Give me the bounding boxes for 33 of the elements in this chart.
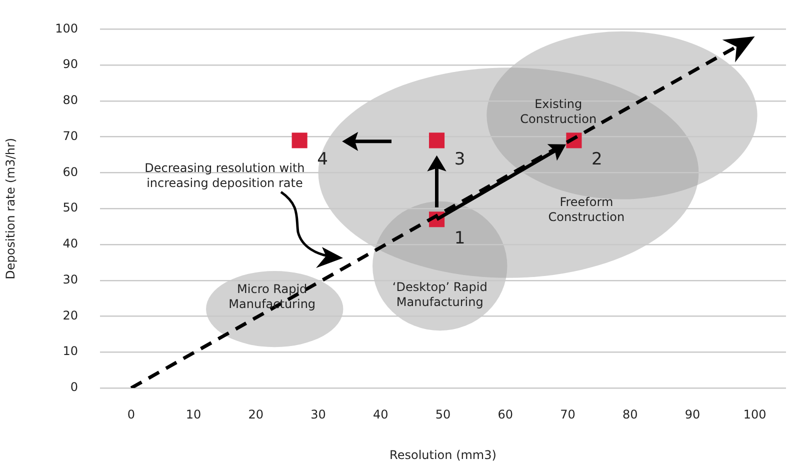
annotation: Freeform Construction [547, 195, 626, 226]
y-tick-label: 50 [62, 200, 78, 215]
y-tick-label: 20 [62, 308, 78, 322]
x-tick-label: 50 [435, 407, 451, 422]
annotation: 2 [592, 150, 602, 170]
annotation: 1 [454, 228, 466, 249]
y-tick-label: 10 [62, 344, 78, 358]
x-tick-label: 80 [622, 407, 638, 422]
x-tick-label: 40 [372, 407, 388, 422]
y-tick-label: 30 [62, 272, 78, 286]
y-tick-label: 0 [70, 380, 78, 394]
x-tick-label: 90 [684, 407, 700, 422]
x-tick-label: 60 [498, 407, 514, 422]
x-axis-title: Resolution (mm3) [390, 448, 496, 462]
x-tick-label: 20 [248, 407, 264, 422]
annotation: Micro Rapid Manufacturing [228, 282, 317, 312]
annotation: 3 [454, 150, 466, 170]
y-tick-label: 70 [62, 128, 78, 143]
y-tick-label: 40 [62, 236, 78, 251]
y-axis-title: Deposition rate (m3/hr) [3, 138, 18, 280]
x-tick-label: 0 [127, 407, 135, 422]
y-tick-label: 90 [62, 57, 78, 72]
x-tick-label: 30 [310, 407, 326, 422]
y-tick-label: 100 [55, 21, 78, 36]
x-tick-label: 10 [186, 407, 202, 422]
x-tick-label: 100 [743, 407, 766, 422]
y-tick-label: 80 [62, 93, 78, 108]
x-tick-label: 70 [560, 407, 576, 422]
annotation: ‘Desktop’ Rapid Manufacturing [391, 280, 488, 310]
y-tick-label: 60 [62, 164, 78, 179]
annotation: Existing Construction [519, 96, 598, 127]
annotation: 4 [317, 150, 328, 170]
annotation: Decreasing resolution with increasing deposition rate [144, 161, 305, 190]
